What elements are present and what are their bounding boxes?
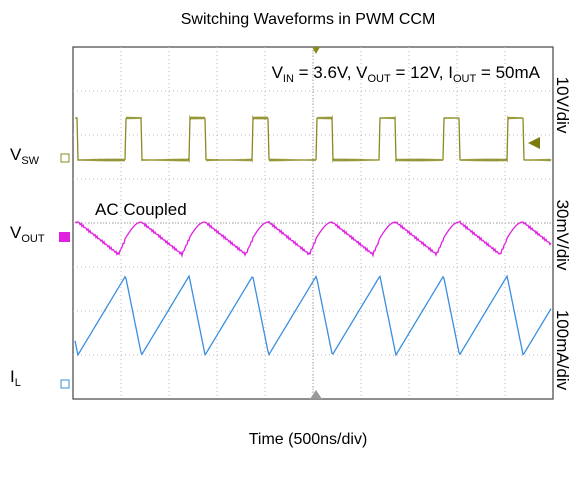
subscript: OUT — [368, 73, 392, 85]
subscript: OUT — [453, 73, 477, 85]
x-axis-label: Time (500ns/div) — [249, 431, 368, 448]
chart: Switching Waveforms in PWM CCM VIN = 3.6… — [0, 0, 573, 477]
channel-scale: 10V/div — [553, 77, 572, 134]
ch1-marker — [61, 154, 69, 162]
text-part: = 12V, I — [391, 63, 453, 82]
ch3-marker — [61, 380, 69, 388]
conditions: VIN = 3.6V, VOUT = 12V, IOUT = 50mA — [272, 63, 541, 85]
text-part: V — [10, 145, 22, 164]
annotation: AC Coupled — [95, 200, 187, 219]
subscript: IN — [283, 73, 294, 85]
text-part: = 50mA — [476, 63, 540, 82]
chart-title: Switching Waveforms in PWM CCM — [181, 11, 436, 28]
page: {"title": "Switching Waveforms in PWM CC… — [0, 0, 573, 482]
subscript: OUT — [21, 233, 45, 245]
text-part: V — [10, 223, 22, 242]
subscript: L — [15, 377, 21, 389]
channel-scale: 30mV/div — [553, 200, 572, 271]
channel-scale: 100mA/div — [553, 310, 572, 391]
channel-name: VOUT — [10, 223, 45, 245]
subscript: SW — [21, 155, 39, 167]
text-part: V — [272, 63, 284, 82]
ch2-marker — [59, 232, 70, 242]
text-part: = 3.6V, V — [294, 63, 368, 82]
channel-name: IL — [10, 367, 21, 389]
channel-name: VSW — [10, 145, 40, 167]
